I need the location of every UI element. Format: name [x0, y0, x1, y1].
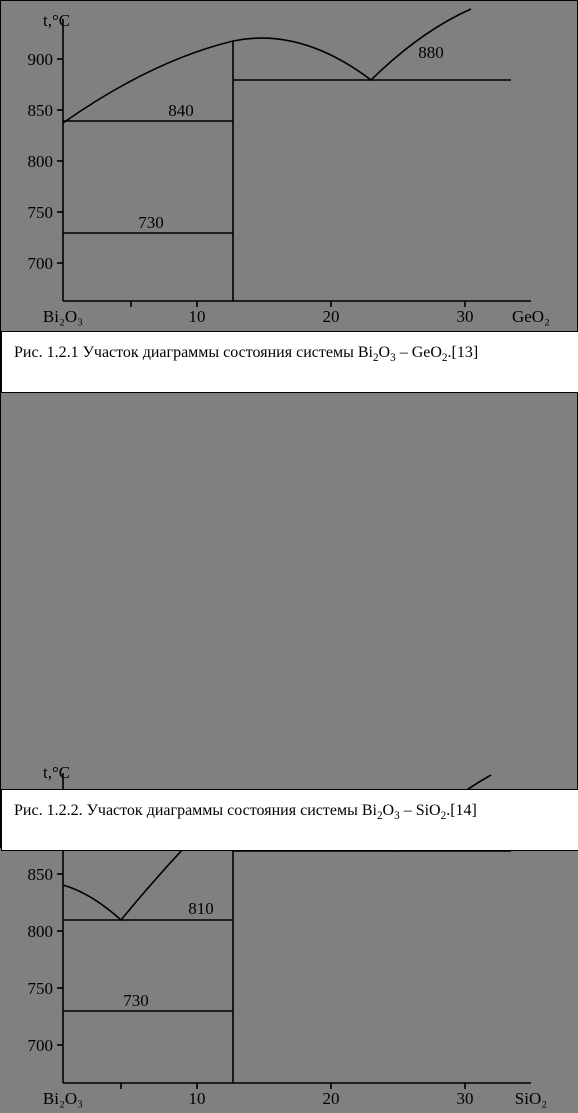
fig1-x-left-label: Bi₂O₃	[43, 307, 83, 327]
fig1-ytick-750: 750	[13, 203, 53, 223]
fig1-label-840: 840	[168, 101, 194, 121]
fig1-xtick-10: 10	[189, 307, 206, 327]
fig2-label-730: 730	[123, 991, 149, 1011]
figure-1-caption: Рис. 1.2.1 Участок диаграммы состояния с…	[1, 331, 578, 393]
fig2-label-810: 810	[188, 899, 214, 919]
fig2-ytick-850: 850	[13, 865, 53, 885]
fig2-ytick-750: 750	[13, 979, 53, 999]
figure-1: t,°C 700 750 800 850 900 Bi₂O₃ 10 20 30 …	[1, 1, 578, 331]
fig1-xtick-30: 30	[457, 307, 474, 327]
fig2-xtick-30: 30	[457, 1089, 474, 1109]
fig1-ytick-900: 900	[13, 50, 53, 70]
fig2-x-right-label: SiO₂	[515, 1089, 547, 1109]
figure-2-caption: Рис. 1.2.2. Участок диаграммы состояния …	[1, 789, 578, 851]
fig2-x-left-label: Bi₂O₃	[43, 1089, 83, 1109]
fig2-y-axis-label: t,°C	[43, 763, 70, 783]
fig1-ytick-700: 700	[13, 254, 53, 274]
fig2-xtick-10: 10	[189, 1089, 206, 1109]
fig2-ytick-800: 800	[13, 922, 53, 942]
fig2-ytick-700: 700	[13, 1036, 53, 1056]
fig1-label-880: 880	[418, 43, 444, 63]
fig1-xtick-20: 20	[323, 307, 340, 327]
fig2-xtick-20: 20	[323, 1089, 340, 1109]
fig1-ytick-850: 850	[13, 101, 53, 121]
fig1-x-right-label: GeO₂	[512, 307, 550, 327]
fig1-label-730: 730	[138, 213, 164, 233]
figure-1-axes	[1, 1, 578, 331]
fig1-ytick-800: 800	[13, 152, 53, 172]
fig1-y-axis-label: t,°C	[43, 11, 70, 31]
